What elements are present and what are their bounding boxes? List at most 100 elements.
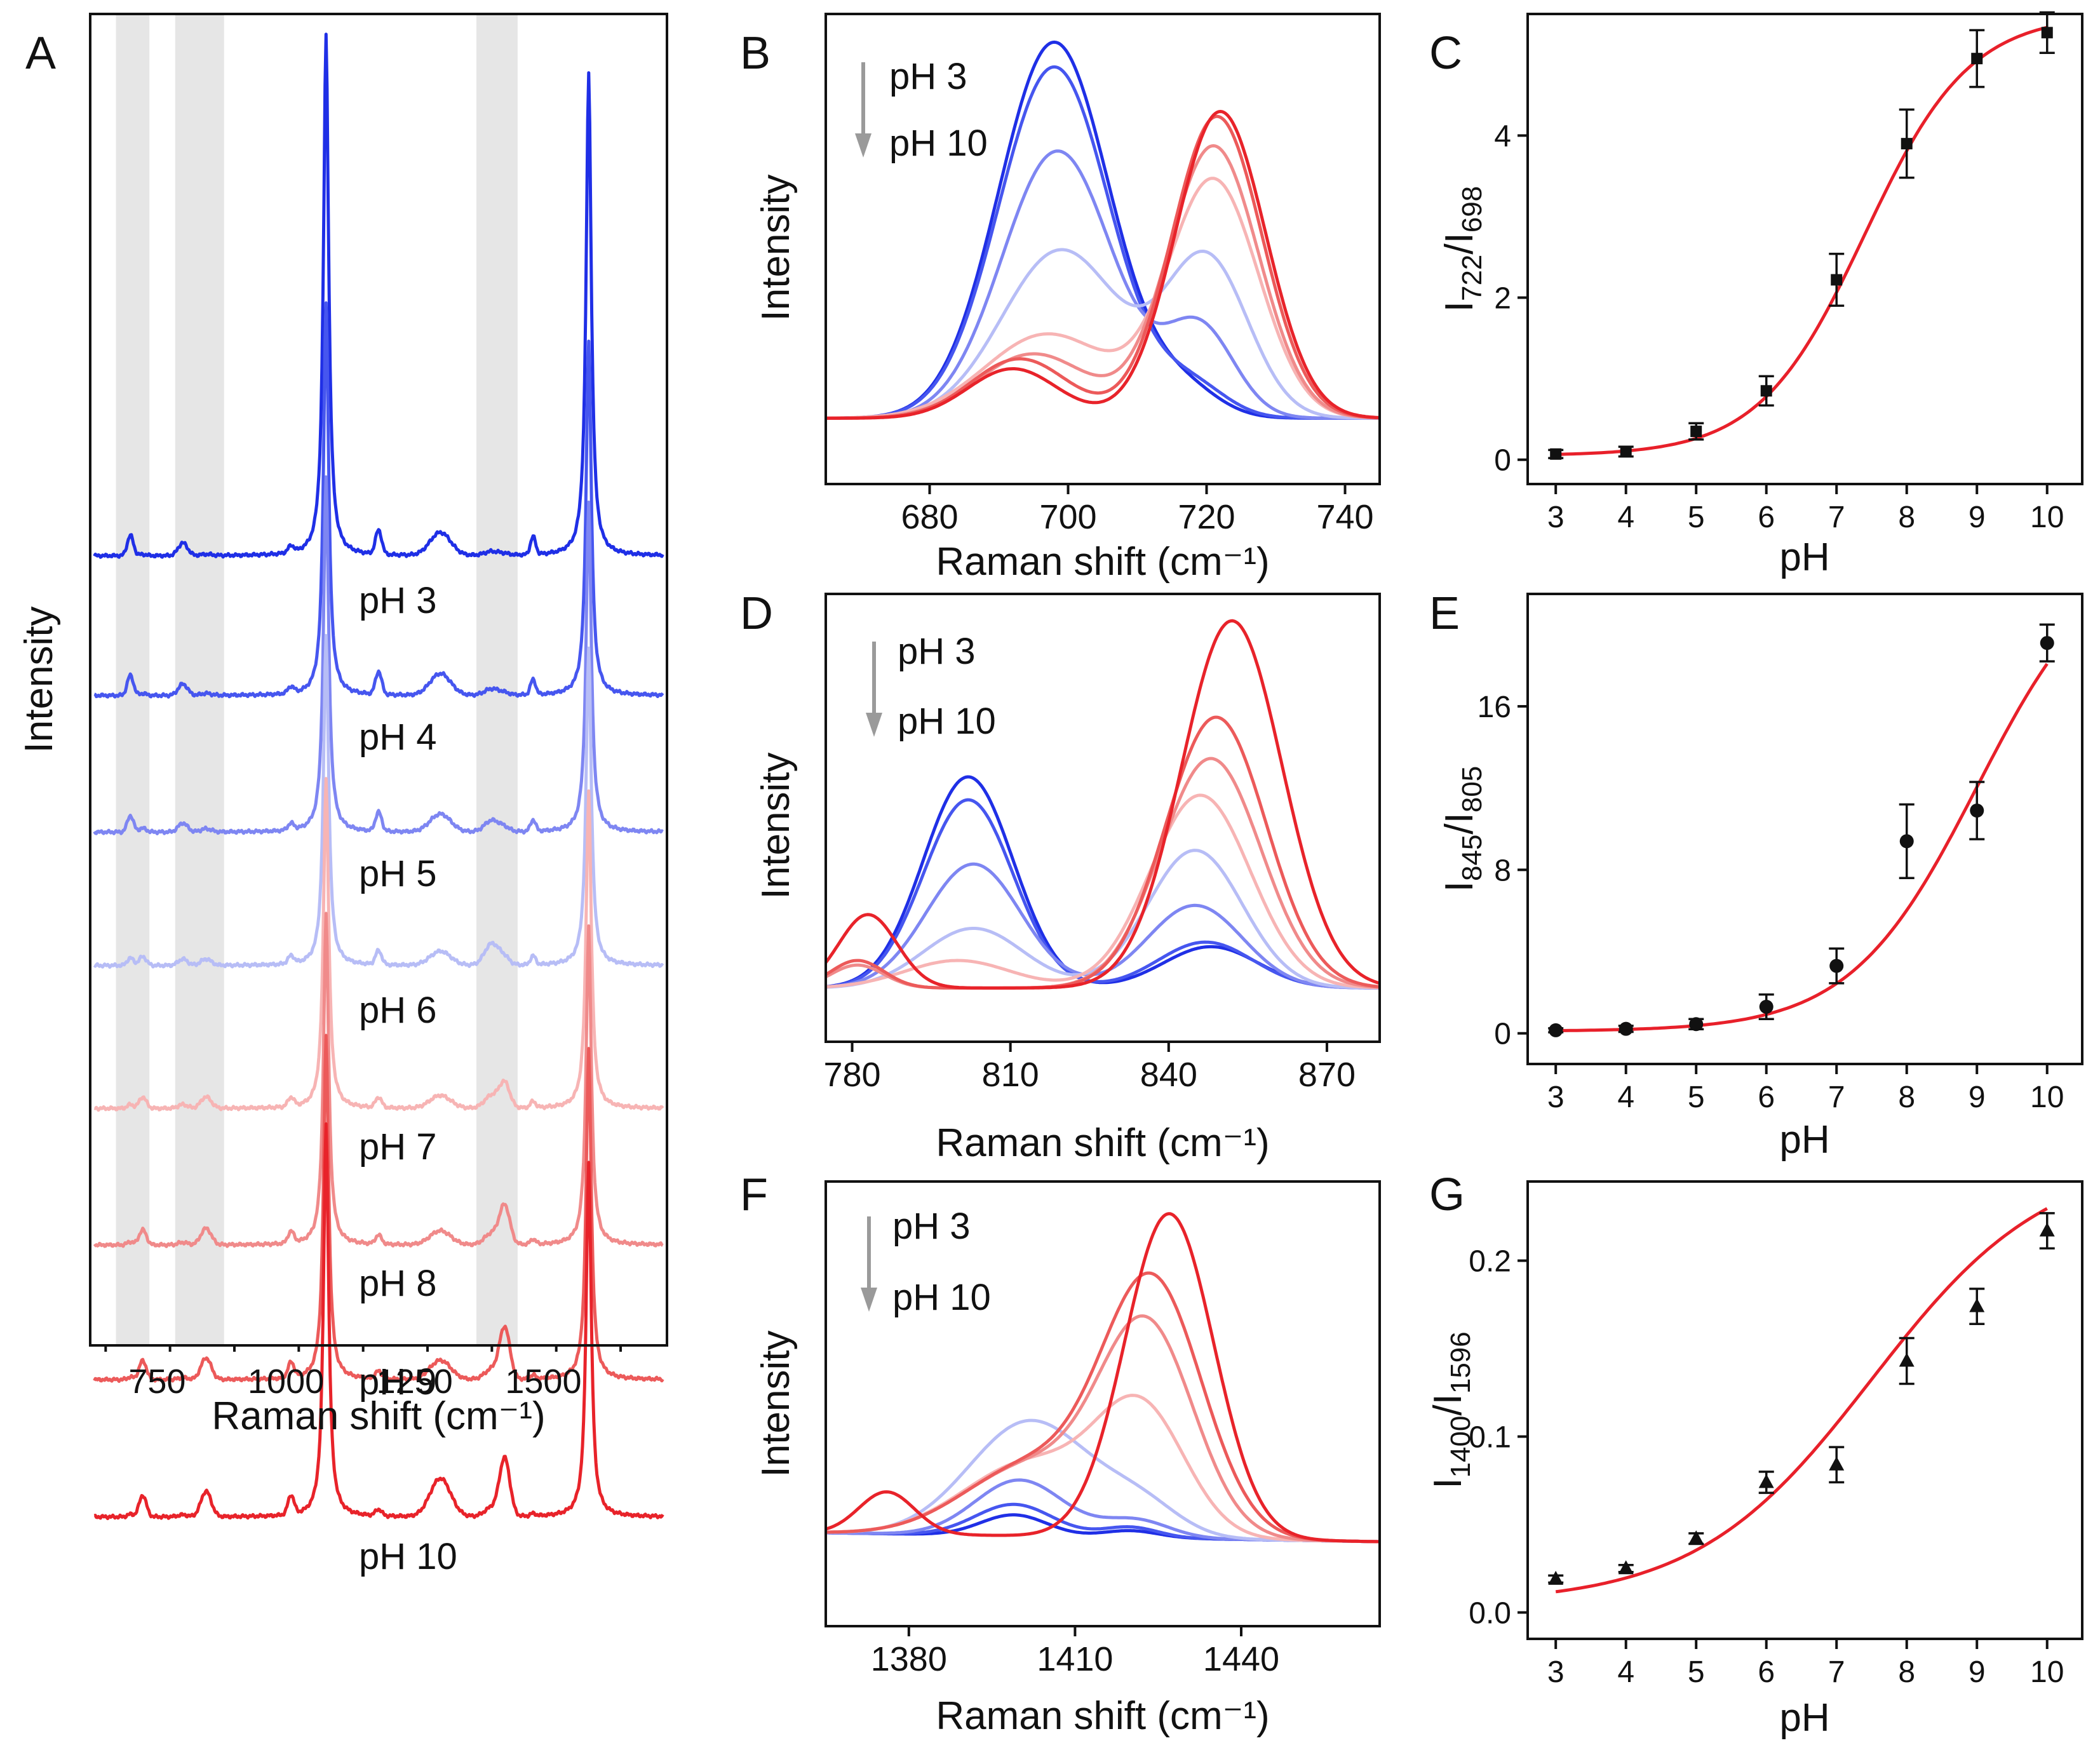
panel-b-xtick-label: 700	[1039, 498, 1096, 536]
panel-e-xtick-label: 5	[1688, 1081, 1705, 1114]
panel-d-ph-arrow-head	[866, 713, 882, 737]
panel-d-arrow-label-bottom: pH 10	[898, 701, 996, 742]
panel-b-arrow-label-top: pH 3	[889, 56, 967, 97]
panel-d-spectrum-ph9	[825, 715, 1380, 990]
panel-b-spectrum-ph4	[826, 65, 1380, 420]
panel-a-letter: A	[25, 28, 56, 79]
panel-c-xtick-label: 8	[1898, 501, 1915, 534]
panel-c-point-ph4	[1620, 445, 1632, 457]
panel-g-ylabel-sep: /I	[1426, 1394, 1470, 1415]
panel-d-frame	[825, 593, 1381, 1043]
panel-g-ylabel: I1400/I1596	[1426, 1331, 1476, 1488]
panel-f-ph-arrow-head	[861, 1288, 877, 1312]
panel-g-point-ph4	[1618, 1560, 1634, 1575]
panel-e-xlabel: pH	[1779, 1118, 1829, 1162]
panel-g-xtick-label: 4	[1617, 1655, 1634, 1689]
panel-a-xlabel: Raman shift (cm⁻¹)	[212, 1394, 545, 1438]
panel-e-plot	[1548, 623, 2055, 1037]
panel-e-ytick-label: 8	[1494, 854, 1511, 887]
panel-g-ytick-label: 0.0	[1469, 1596, 1511, 1630]
panel-g-point-ph7	[1829, 1456, 1845, 1471]
panel-b-xtick-label: 740	[1316, 498, 1373, 536]
panel-e-point-ph3	[1549, 1023, 1563, 1037]
panel-g-xtick-label: 6	[1758, 1655, 1775, 1689]
panel-f-spectrum-ph10	[825, 1212, 1380, 1544]
panel-b: B 680 700 720 740 Raman shift (cm⁻¹) Intens…	[740, 13, 1381, 584]
panel-c-ylabel-sub1: 722	[1457, 255, 1488, 301]
panel-e-ytick-label: 0	[1494, 1018, 1511, 1051]
panel-e-ylabel-sub2: 805	[1457, 766, 1488, 812]
panel-e-point-ph8	[1899, 834, 1914, 849]
panel-g-point-ph8	[1899, 1352, 1915, 1367]
panel-g-point-ph10	[2039, 1222, 2055, 1237]
panel-a-spectrum-ph9	[93, 1033, 664, 1384]
panel-b-xtick-label: 720	[1178, 498, 1235, 536]
panel-g-frame	[1526, 1180, 2083, 1640]
panel-b-x-ticks: 680 700 720 740	[901, 484, 1374, 536]
panel-e-xtick-label: 10	[2030, 1081, 2064, 1114]
panel-e: E 3 4 5 6 7 8 9 10 0 8 16 pH I845/I805	[1429, 588, 2083, 1162]
panel-e-ylabel-sep: /I	[1437, 812, 1481, 834]
panel-g-xtick-label: 8	[1898, 1655, 1915, 1689]
panel-g-point-ph3	[1548, 1570, 1564, 1585]
panel-g-point-ph5	[1688, 1530, 1704, 1545]
panel-e-letter: E	[1429, 588, 1460, 639]
panel-a-shade-1	[175, 14, 224, 1345]
panel-a-xtick-label: 750	[128, 1363, 185, 1401]
panel-c-xtick-label: 4	[1617, 501, 1634, 534]
panel-a-x-ticks: 750 1000 1250 1500	[104, 1345, 623, 1401]
panel-d: D 780 810 840 870 Raman shift (cm⁻¹) Intens…	[740, 588, 1381, 1165]
panel-c-xlabel: pH	[1779, 535, 1829, 579]
panel-g-point-ph9	[1969, 1298, 1985, 1312]
panel-a-spectrum-ph6	[93, 634, 664, 969]
panel-e-xtick-label: 6	[1758, 1081, 1775, 1114]
panel-e-ylabel-main: I	[1437, 881, 1481, 892]
panel-g-xtick-label: 7	[1828, 1655, 1845, 1689]
panel-c-ytick-label: 4	[1494, 119, 1511, 153]
panel-e-point-ph5	[1689, 1017, 1704, 1032]
panel-a-spectrum-ph10	[93, 1122, 664, 1521]
panel-b-spectrum-ph7	[825, 177, 1380, 420]
panel-c-fit-curve	[1556, 25, 2048, 456]
panel-g-ticks: 3 4 5 6 7 8 9 10 0.0 0.1 0.2	[1469, 1245, 2064, 1689]
panel-c-ylabel: I722/I698	[1437, 186, 1488, 313]
panel-c-xtick-label: 5	[1688, 501, 1705, 534]
panel-e-point-ph10	[2040, 636, 2054, 650]
panel-e-xtick-label: 8	[1898, 1081, 1915, 1114]
panel-a-ylabel: Intensity	[17, 607, 61, 753]
panel-f-x-ticks: 1380 1410 1440	[871, 1626, 1279, 1678]
panel-a-label-ph4: pH 4	[359, 717, 437, 758]
panel-a-label-ph6: pH 6	[359, 990, 437, 1031]
panel-b-spectrum-ph10	[826, 110, 1380, 420]
panel-g-letter: G	[1429, 1169, 1465, 1220]
panel-g-ytick-label: 0.1	[1469, 1421, 1511, 1455]
panel-d-xtick-label: 810	[982, 1056, 1039, 1094]
panel-d-arrow-label-top: pH 3	[898, 631, 976, 672]
panel-e-fit-curve	[1556, 663, 2049, 1032]
panel-a: A 750 1000 1250 1500 Raman shift (cm⁻¹) Int…	[17, 13, 668, 1577]
panel-e-frame	[1526, 593, 2083, 1065]
panel-g-xtick-label: 9	[1969, 1655, 1986, 1689]
panel-c-letter: C	[1429, 28, 1462, 79]
panel-f-frame	[825, 1180, 1381, 1627]
panel-d-xtick-label: 780	[823, 1056, 880, 1094]
panel-c-point-ph6	[1760, 385, 1772, 397]
panel-f-ylabel: Intensity	[754, 1331, 798, 1478]
panel-c-ytick-label: 2	[1494, 282, 1511, 316]
panel-b-arrow-label-bottom: pH 10	[889, 123, 988, 164]
panel-b-xtick-label: 680	[901, 498, 958, 536]
panel-c-point-ph9	[1971, 53, 1983, 65]
panel-a-label-ph5: pH 5	[359, 853, 437, 894]
panel-d-ylabel: Intensity	[754, 753, 798, 899]
panel-c-ylabel-main: I	[1437, 301, 1481, 312]
panel-g-fit-curve	[1555, 1207, 2048, 1594]
panel-e-point-ph4	[1619, 1021, 1633, 1036]
panel-c-ticks: 3 4 5 6 7 8 9 10 0 2 4	[1494, 119, 2064, 534]
panel-c-point-ph10	[2041, 27, 2053, 39]
panel-d-x-ticks: 780 810 840 870	[823, 1042, 1356, 1094]
panel-c-ylabel-sub2: 698	[1457, 186, 1488, 232]
panel-e-ytick-label: 16	[1477, 690, 1511, 724]
panel-e-ylabel: I845/I805	[1437, 766, 1488, 892]
panel-a-label-ph10: pH 10	[359, 1536, 457, 1577]
